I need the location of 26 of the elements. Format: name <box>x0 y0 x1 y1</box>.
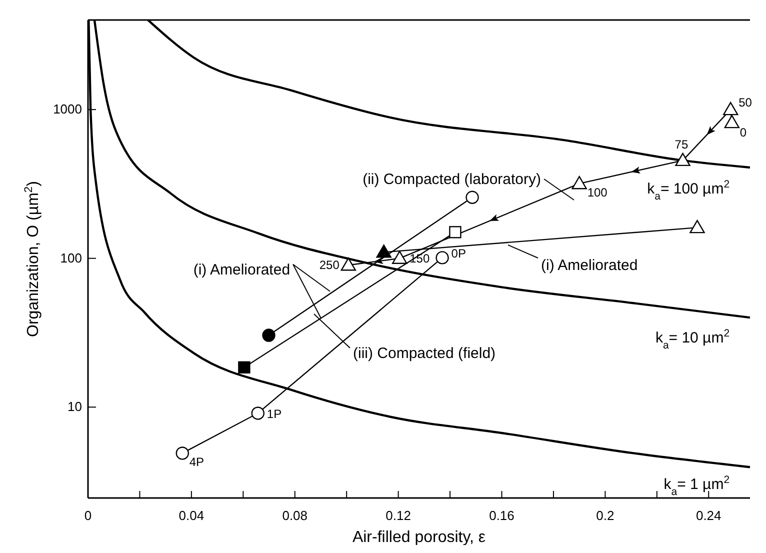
annotation: 50 <box>738 96 752 110</box>
annotation: 75 <box>674 137 688 152</box>
annotation: 100 <box>587 186 608 200</box>
x-tick-label: 0.08 <box>282 508 308 523</box>
annotation: (i) Ameliorated <box>193 261 290 278</box>
x-axis-title: Air-filled porosity, ε <box>352 529 486 546</box>
annotation: k$_{a}$= 10 µm$^{2}$ <box>655 327 730 352</box>
x-tick-label: 0.24 <box>696 508 722 523</box>
annotation: 4P <box>189 455 204 470</box>
annotation: (iii) Compacted (field) <box>353 345 496 362</box>
annotation: k$_{a}$= 1 µm$^{2}$ <box>664 474 730 498</box>
y-tick-label: 10 <box>68 399 82 414</box>
annotation: (i) Ameliorated <box>541 257 638 274</box>
x-tick-label: 0.04 <box>178 508 204 523</box>
x-tick-label: 0.12 <box>386 508 411 523</box>
x-tick-label: 0 <box>84 508 92 523</box>
annotation: (ii) Compacted (laboratory) <box>362 171 542 188</box>
y-tick-label: 1000 <box>53 102 82 117</box>
annotation: 1P <box>266 407 282 422</box>
x-tick-label: 0.16 <box>489 508 514 523</box>
annotation: k$_{a}$= 100 µm$^{2}$ <box>647 178 730 203</box>
x-tick-label: 0.2 <box>596 508 614 523</box>
y-tick-label: 100 <box>60 250 82 266</box>
annotation: 0P <box>451 246 466 261</box>
annotation: 0 <box>740 126 747 140</box>
annotation: 250 <box>319 258 340 272</box>
